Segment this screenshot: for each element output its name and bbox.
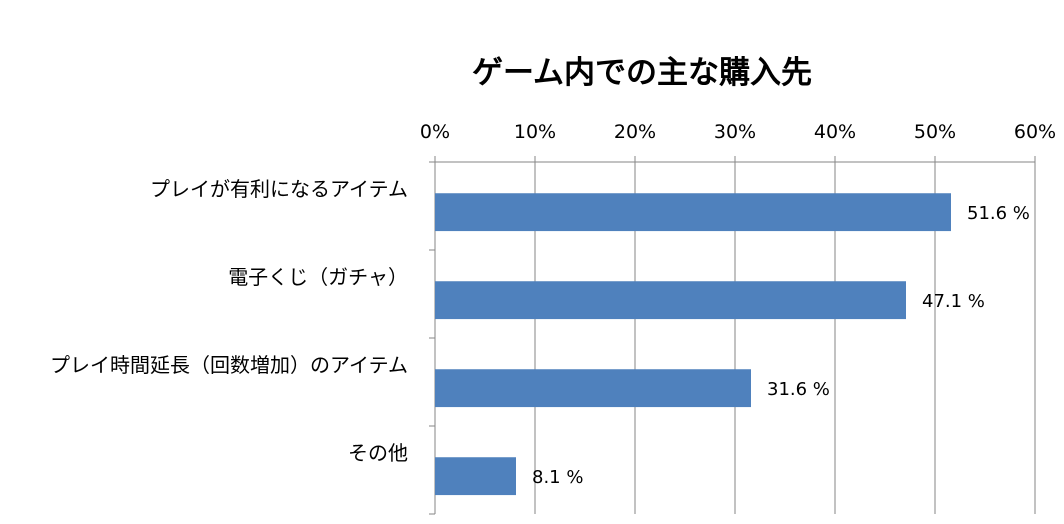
bar (435, 193, 951, 232)
x-tick-label: 0% (420, 121, 450, 143)
category-label: その他 (348, 441, 408, 465)
bar (435, 281, 906, 320)
data-label: 8.1 % (532, 467, 583, 488)
category-label: プレイが有利になるアイテム (150, 177, 408, 201)
axis-layer: 0% 10% 20% 30% 40% 50% 60% (420, 121, 1056, 515)
x-tick-label: 20% (614, 121, 656, 143)
x-tick-label: 50% (914, 121, 956, 143)
x-tick-label: 40% (814, 121, 856, 143)
label-layer: プレイが有利になるアイテム 51.6 % 電子くじ（ガチャ） 47.1 % プレイ時間延… (50, 177, 1030, 488)
bar-layer (435, 193, 951, 496)
data-label: 51.6 % (967, 203, 1030, 224)
bar (435, 457, 516, 496)
bar (435, 369, 751, 408)
x-tick-label: 30% (714, 121, 756, 143)
category-label: プレイ時間延長（回数増加）のアイテム (50, 353, 408, 377)
data-label: 31.6 % (767, 379, 830, 400)
category-label: 電子くじ（ガチャ） (228, 265, 408, 289)
data-label: 47.1 % (922, 291, 985, 312)
x-tick-label: 10% (514, 121, 556, 143)
x-tick-label: 60% (1014, 121, 1056, 143)
chart-title: ゲーム内での主な購入先 (472, 55, 812, 91)
